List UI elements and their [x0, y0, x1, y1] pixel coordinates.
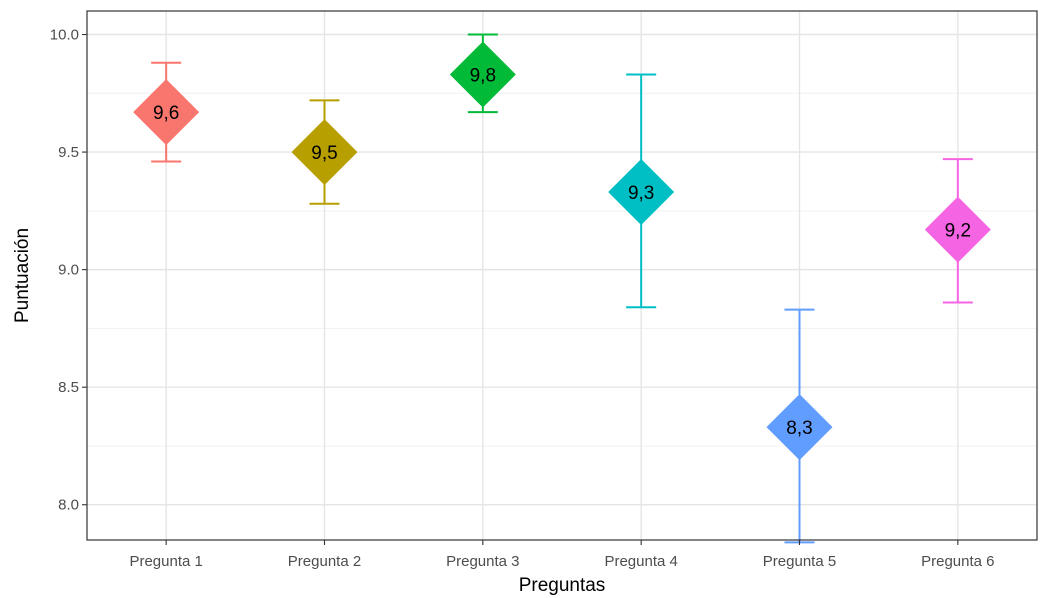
data-label: 9,8	[470, 65, 496, 86]
data-label: 9,3	[628, 183, 654, 204]
data-point-group: 9,3	[608, 73, 675, 309]
y-axis: 8.0 8.5 9.0 9.5 10.0	[50, 27, 87, 514]
data-label: 9,6	[153, 103, 179, 124]
data-point-group: 8,3	[766, 308, 833, 544]
data-label: 9,2	[945, 221, 971, 242]
x-tick-label: Pregunta 6	[921, 553, 994, 570]
data-label: 9,5	[311, 143, 337, 164]
y-tick-label: 9.5	[58, 144, 79, 161]
y-axis-title: Puntuación	[12, 228, 33, 323]
series: 9,6 9,5 9,8 9,3 8,3 9,2	[133, 33, 991, 544]
x-tick-label: Pregunta 2	[288, 553, 361, 570]
diamond-marker	[608, 159, 675, 226]
panel-border	[86, 10, 1038, 541]
diamond-marker	[291, 119, 358, 186]
diamond-marker	[924, 196, 991, 263]
y-tick-label: 10.0	[50, 27, 79, 44]
data-point-group: 9,2	[924, 158, 991, 304]
x-tick-label: Pregunta 1	[129, 553, 202, 570]
data-label: 8,3	[786, 418, 812, 439]
x-axis-title: Preguntas	[519, 575, 606, 596]
grid-minor	[87, 92, 1037, 447]
data-point-group: 9,8	[449, 33, 516, 114]
x-tick-label: Pregunta 3	[446, 553, 519, 570]
y-tick-label: 8.5	[58, 379, 79, 396]
x-tick-label: Pregunta 4	[604, 553, 677, 570]
data-point-group: 9,6	[133, 61, 200, 163]
grid-major	[87, 11, 1037, 540]
diamond-marker	[766, 394, 833, 461]
x-tick-label: Pregunta 5	[763, 553, 836, 570]
data-point-group: 9,5	[291, 99, 358, 205]
x-axis: Pregunta 1 Pregunta 2 Pregunta 3 Pregunta 4…	[129, 540, 995, 570]
y-tick-label: 9.0	[58, 262, 79, 279]
diamond-marker	[449, 41, 516, 108]
diamond-marker	[133, 79, 200, 146]
y-tick-label: 8.0	[58, 497, 79, 514]
